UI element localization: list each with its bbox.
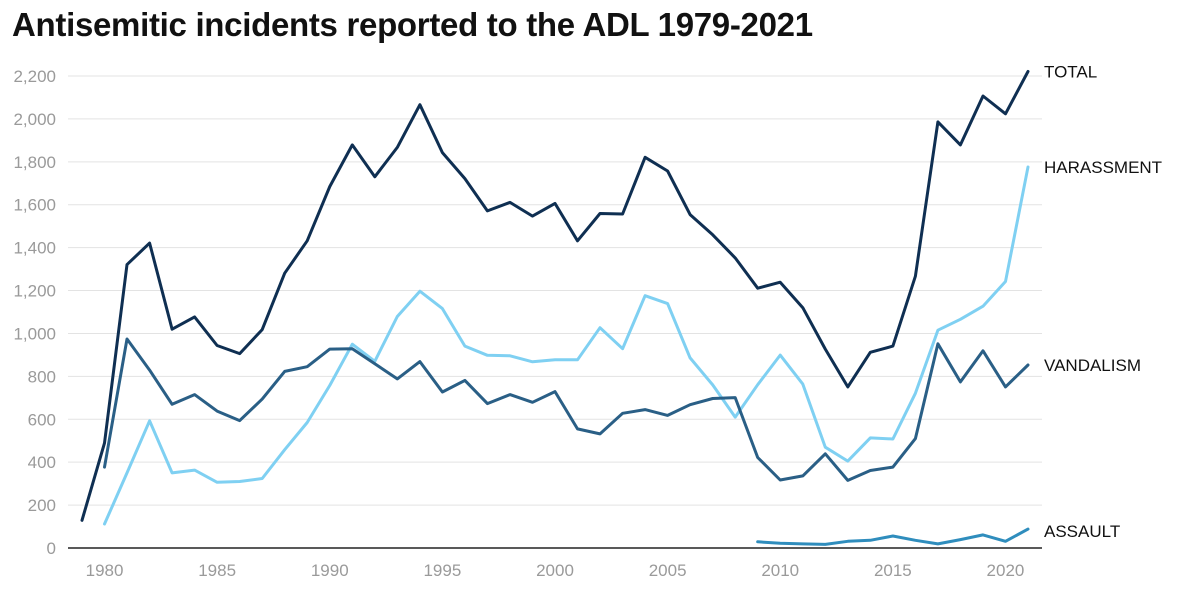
y-axis-tick-labels: 0 200 400 600 800 1,000 1,200 1,400 1,600 1,800 2,… <box>13 67 56 558</box>
y-tick-label: 0 <box>47 539 56 558</box>
series-line-vandalism <box>103 337 1030 482</box>
series-label-harassment: HARASSMENT <box>1044 158 1162 177</box>
y-tick-label: 1,200 <box>13 282 56 301</box>
y-tick-label: 1,000 <box>13 324 56 343</box>
y-tick-label: 600 <box>28 410 56 429</box>
x-tick-label: 1995 <box>423 561 461 580</box>
y-tick-label: 2,200 <box>13 67 56 86</box>
x-axis-tick-labels: 1980 1985 1990 1995 2000 2005 2010 2015 2020 <box>86 561 1025 580</box>
grid-lines <box>68 75 1042 506</box>
x-tick-label: 2015 <box>874 561 912 580</box>
x-tick-label: 2020 <box>987 561 1025 580</box>
x-tick-label: 1990 <box>311 561 349 580</box>
series-line-harassment <box>103 165 1030 526</box>
series-lines <box>80 70 1030 546</box>
x-tick-label: 2005 <box>649 561 687 580</box>
series-label-vandalism: VANDALISM <box>1044 356 1141 375</box>
series-labels: TOTAL HARASSMENT VANDALISM ASSAULT <box>1044 62 1162 541</box>
y-tick-label: 1,400 <box>13 239 56 258</box>
y-tick-label: 200 <box>28 496 56 515</box>
x-tick-label: 1985 <box>198 561 236 580</box>
y-tick-label: 400 <box>28 453 56 472</box>
y-tick-label: 2,000 <box>13 110 56 129</box>
series-line-total <box>80 70 1030 522</box>
y-tick-label: 1,600 <box>13 196 56 215</box>
x-tick-label: 2000 <box>536 561 574 580</box>
y-tick-label: 1,800 <box>13 153 56 172</box>
chart-title: Antisemitic incidents reported to the AD… <box>12 6 813 43</box>
series-label-total: TOTAL <box>1044 62 1097 81</box>
x-tick-label: 2010 <box>761 561 799 580</box>
x-tick-label: 1980 <box>86 561 124 580</box>
y-tick-label: 800 <box>28 367 56 386</box>
series-label-assault: ASSAULT <box>1044 522 1120 541</box>
series-line-assault <box>756 527 1030 546</box>
